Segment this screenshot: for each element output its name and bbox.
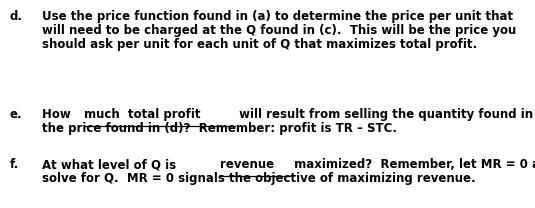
Text: will need to be charged at the Q found in (c).  This will be the price you: will need to be charged at the Q found i… (42, 24, 516, 37)
Text: maximized?  Remember, let MR = 0 and: maximized? Remember, let MR = 0 and (290, 158, 535, 171)
Text: How: How (42, 108, 75, 121)
Text: solve for Q.  MR = 0 signals the objective of maximizing revenue.: solve for Q. MR = 0 signals the objectiv… (42, 172, 476, 185)
Text: e.: e. (10, 108, 22, 121)
Text: much  total profit: much total profit (85, 108, 201, 121)
Text: will result from selling the quantity found in (c) at: will result from selling the quantity fo… (235, 108, 535, 121)
Text: f.: f. (10, 158, 19, 171)
Text: the price found in (d)?  Remember: profit is TR – STC.: the price found in (d)? Remember: profit… (42, 122, 397, 135)
Text: revenue: revenue (220, 158, 274, 171)
Text: Use the price function found in (a) to determine the price per unit that: Use the price function found in (a) to d… (42, 10, 513, 23)
Text: should ask per unit for each unit of Q that maximizes total profit.: should ask per unit for each unit of Q t… (42, 38, 477, 51)
Text: d.: d. (10, 10, 23, 23)
Text: At what level of Q is: At what level of Q is (42, 158, 180, 171)
